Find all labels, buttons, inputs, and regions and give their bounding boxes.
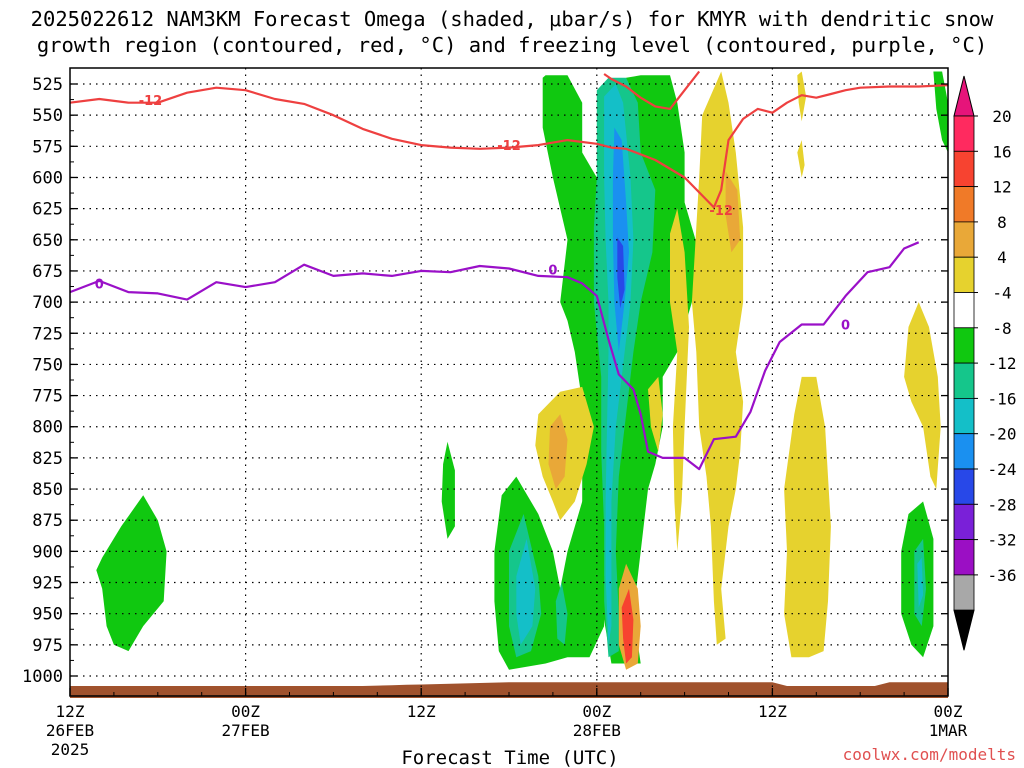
colorbar-bottom-cap bbox=[953, 609, 975, 651]
colorbar-segment-7 bbox=[953, 362, 975, 399]
colorbar-top-cap bbox=[953, 75, 975, 117]
y-tick-label-925: 925 bbox=[32, 574, 63, 594]
colorbar-label-9: -20 bbox=[988, 425, 1017, 444]
x-tick-label-12: 00Z bbox=[231, 702, 260, 721]
y-tick-label-600: 600 bbox=[32, 168, 63, 188]
colorbar-segment-10 bbox=[953, 468, 975, 505]
omega-region-22 bbox=[784, 376, 831, 658]
omega-region-17 bbox=[548, 414, 568, 490]
colorbar-segment-9 bbox=[953, 433, 975, 470]
freezing-level-label-1: 0 bbox=[548, 264, 557, 279]
colorbar-label-3: 8 bbox=[997, 213, 1007, 232]
colorbar-label-5: -4 bbox=[992, 284, 1011, 303]
freezing-level-label-0: 0 bbox=[95, 277, 104, 292]
colorbar-segment-13 bbox=[953, 574, 975, 611]
colorbar-segment-5 bbox=[953, 292, 975, 329]
colorbar-label-7: -12 bbox=[988, 354, 1017, 373]
y-tick-label-550: 550 bbox=[32, 106, 63, 126]
x-tick-date-0: 26FEB bbox=[46, 721, 94, 740]
y-tick-label-700: 700 bbox=[32, 293, 63, 313]
y-tick-label-575: 575 bbox=[32, 137, 63, 157]
colorbar-segment-4 bbox=[953, 256, 975, 293]
omega-region-10 bbox=[516, 538, 536, 645]
chart-title-line2: growth region (contoured, red, °C) and f… bbox=[37, 33, 987, 57]
omega-region-15 bbox=[933, 71, 948, 153]
y-tick-label-750: 750 bbox=[32, 355, 63, 375]
x-tick-date-60: 1MAR bbox=[929, 721, 968, 740]
y-tick-label-800: 800 bbox=[32, 418, 63, 438]
x-tick-label-36: 00Z bbox=[582, 702, 611, 721]
x-tick-label-48: 12Z bbox=[758, 702, 787, 721]
omega-region-1 bbox=[564, 90, 580, 165]
omega-region-25 bbox=[797, 140, 805, 178]
omega-region-6 bbox=[441, 441, 455, 539]
colorbar-label-12: -32 bbox=[988, 531, 1017, 550]
omega-region-4 bbox=[612, 127, 629, 352]
colorbar-label-4: 4 bbox=[997, 248, 1007, 267]
omega-region-18 bbox=[691, 71, 744, 645]
x-tick-date-36: 28FEB bbox=[573, 721, 621, 740]
dgz-contour-label-0: -12 bbox=[139, 94, 163, 109]
y-tick-label-975: 975 bbox=[32, 636, 63, 656]
colorbar-segment-6 bbox=[953, 327, 975, 364]
x-tick-label-0: 12Z bbox=[56, 702, 85, 721]
freezing-level-label-2: 0 bbox=[841, 319, 850, 334]
dgz-contour-label-1: -12 bbox=[497, 139, 521, 154]
colorbar-label-8: -16 bbox=[988, 389, 1017, 408]
freezing-level-contour-line bbox=[69, 241, 920, 471]
omega-region-19 bbox=[725, 171, 741, 253]
x-tick-date-12: 27FEB bbox=[222, 721, 270, 740]
colorbar-label-6: -8 bbox=[992, 319, 1011, 338]
y-tick-label-650: 650 bbox=[32, 231, 63, 251]
y-tick-label-875: 875 bbox=[32, 511, 63, 531]
x-tick-label-60: 00Z bbox=[934, 702, 963, 721]
colorbar-label-10: -24 bbox=[988, 460, 1017, 479]
y-tick-label-825: 825 bbox=[32, 449, 63, 469]
colorbar-segment-2 bbox=[953, 186, 975, 223]
y-tick-label-625: 625 bbox=[32, 200, 63, 220]
x-axis-label: Forecast Time (UTC) bbox=[401, 747, 618, 768]
y-tick-label-900: 900 bbox=[32, 542, 63, 562]
dgz-contour-line bbox=[69, 84, 949, 209]
colorbar-segment-11 bbox=[953, 503, 975, 540]
y-tick-label-950: 950 bbox=[32, 605, 63, 625]
omega-region-5 bbox=[617, 237, 625, 309]
colorbar-segment-8 bbox=[953, 397, 975, 435]
colorbar-label-2: 12 bbox=[992, 178, 1011, 197]
omega-region-14 bbox=[917, 557, 924, 608]
omega-region-21 bbox=[648, 376, 663, 452]
omega-region-20 bbox=[670, 208, 689, 552]
chart-title-line1: 2025022612 NAM3KM Forecast Omega (shaded… bbox=[31, 7, 994, 31]
colorbar-label-0: 20 bbox=[992, 107, 1011, 126]
y-tick-label-1000: 1000 bbox=[22, 667, 63, 687]
x-tick-year-0: 2025 bbox=[51, 740, 90, 759]
y-tick-label-725: 725 bbox=[32, 324, 63, 344]
omega-region-7 bbox=[96, 495, 167, 652]
y-tick-label-850: 850 bbox=[32, 480, 63, 500]
x-tick-label-24: 12Z bbox=[407, 702, 436, 721]
axes: 525 550 575 600 625 650 675 700 725 750 775 800 825 8… bbox=[22, 67, 968, 759]
y-tick-label-675: 675 bbox=[32, 262, 63, 282]
colorbar-label-1: 16 bbox=[992, 142, 1011, 161]
colorbar-segment-3 bbox=[953, 221, 975, 258]
dgz-contour-line-2 bbox=[603, 70, 701, 111]
site-credit: coolwx.com/modelts bbox=[843, 745, 1016, 764]
colorbar-segment-0 bbox=[953, 115, 975, 152]
colorbar: 20 16 12 8 4 -4 -8 -12 -16 -20 -24 -28 -32 -36 bbox=[953, 75, 1017, 651]
colorbar-segment-12 bbox=[953, 539, 975, 576]
dgz-contour-label-2: -12 bbox=[709, 204, 733, 219]
y-tick-label-775: 775 bbox=[32, 387, 63, 407]
y-tick-label-525: 525 bbox=[32, 75, 63, 95]
colorbar-segment-1 bbox=[953, 150, 975, 188]
colorbar-label-13: -36 bbox=[988, 566, 1017, 585]
omega-region-11 bbox=[555, 582, 568, 645]
colorbar-label-11: -28 bbox=[988, 495, 1017, 514]
plot-area: -12 -12 -12 0 0 0 bbox=[69, 68, 949, 698]
